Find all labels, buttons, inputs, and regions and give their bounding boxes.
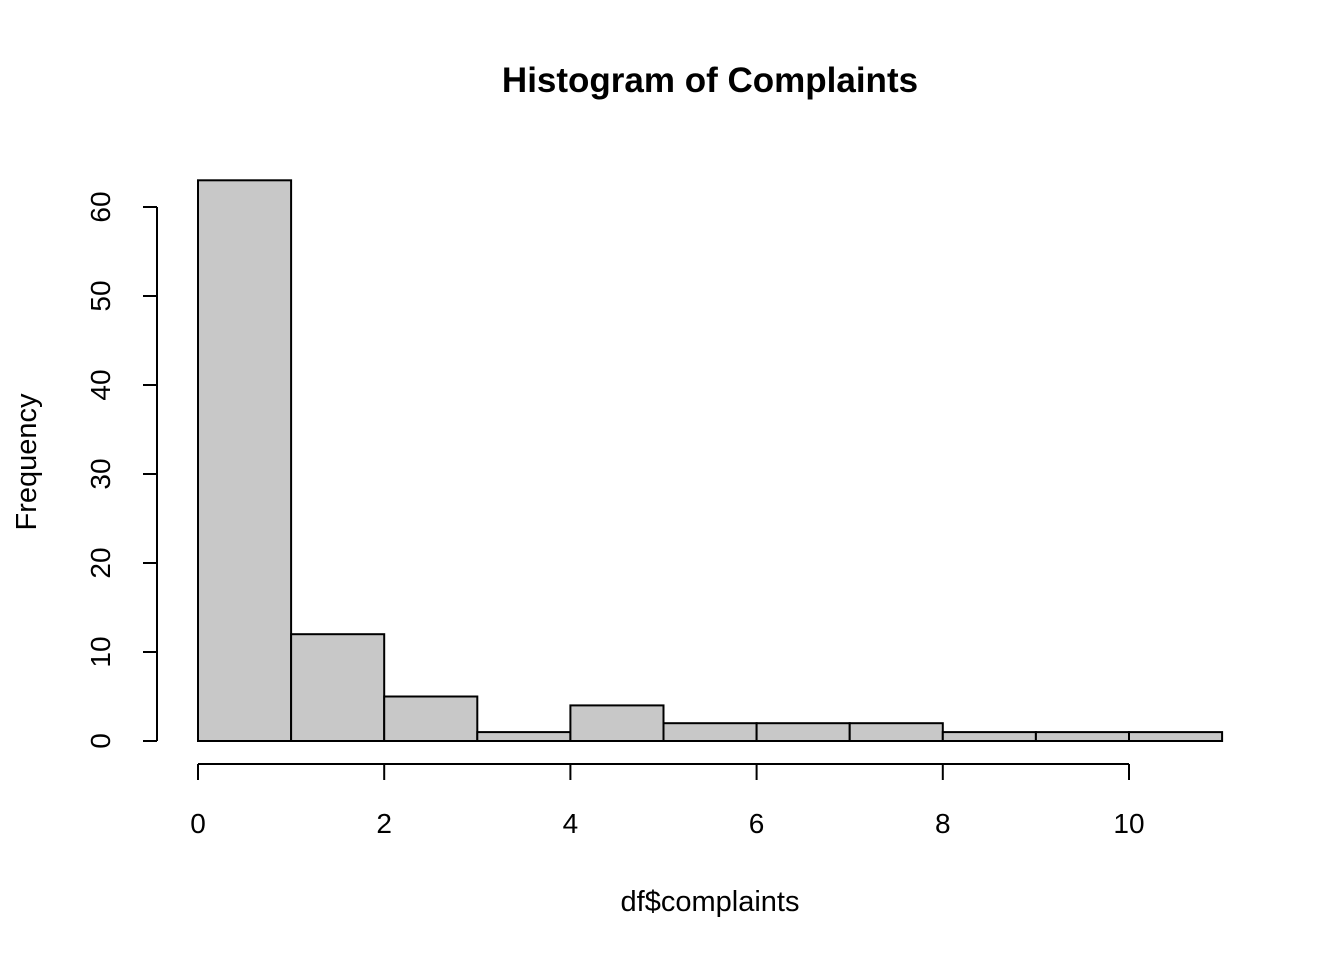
y-tick-label-6: 60 xyxy=(85,191,116,222)
y-axis: 0 10 20 30 40 50 60 xyxy=(85,191,158,749)
y-tick-label-1: 10 xyxy=(85,636,116,667)
histogram-bar-1 xyxy=(290,633,386,743)
x-tick-label-1: 2 xyxy=(376,808,392,839)
bars-group xyxy=(197,179,1224,743)
y-tick-label-2: 20 xyxy=(85,547,116,578)
histogram-bar-5 xyxy=(662,722,758,743)
y-tick-label-3: 30 xyxy=(85,458,116,489)
x-tick-label-0: 0 xyxy=(190,808,206,839)
chart-title: Histogram of Complaints xyxy=(502,61,918,100)
histogram-bar-10 xyxy=(1128,731,1224,742)
histogram-bar-7 xyxy=(848,722,944,743)
x-axis: 0 2 4 6 8 10 xyxy=(190,763,1145,839)
y-tick-label-4: 40 xyxy=(85,369,116,400)
histogram-bar-8 xyxy=(941,731,1037,742)
y-axis-label: Frequency xyxy=(11,393,43,531)
x-tick-label-3: 6 xyxy=(749,808,765,839)
x-tick-label-4: 8 xyxy=(935,808,951,839)
histogram-bar-2 xyxy=(383,695,479,742)
x-axis-label: df$complaints xyxy=(621,886,800,918)
x-tick-label-5: 10 xyxy=(1113,808,1144,839)
histogram-bar-3 xyxy=(476,731,572,742)
histogram-bar-0 xyxy=(197,179,293,743)
y-tick-label-5: 50 xyxy=(85,280,116,311)
histogram-bar-9 xyxy=(1034,731,1131,742)
x-tick-label-2: 4 xyxy=(563,808,579,839)
histogram-bar-6 xyxy=(755,722,851,743)
y-tick-label-0: 0 xyxy=(85,733,116,749)
histogram-bar-4 xyxy=(569,704,665,743)
